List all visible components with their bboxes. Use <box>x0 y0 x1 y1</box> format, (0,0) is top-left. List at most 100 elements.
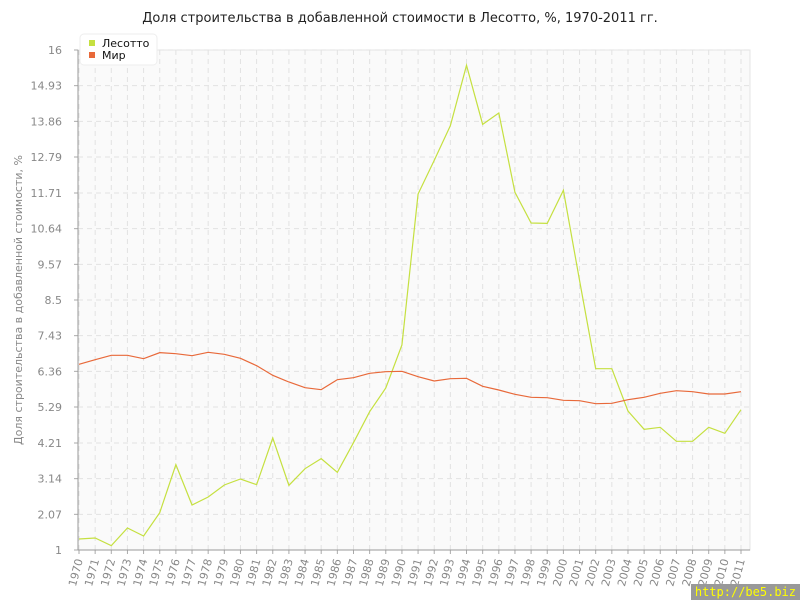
data-point <box>578 279 581 282</box>
data-point <box>546 222 549 225</box>
data-point <box>78 363 81 366</box>
data-point <box>191 354 194 357</box>
data-point <box>497 389 500 392</box>
data-point <box>174 463 177 466</box>
data-point <box>287 381 290 384</box>
series-line-lesotho <box>78 63 742 547</box>
data-point <box>352 376 355 379</box>
data-point <box>126 354 129 357</box>
data-point <box>304 467 307 470</box>
y-tick-label: 12.79 <box>31 151 63 164</box>
data-point <box>626 398 629 401</box>
data-point <box>320 457 323 460</box>
legend-label-world: Мир <box>102 49 126 62</box>
data-point <box>400 344 403 347</box>
data-point <box>513 191 516 194</box>
data-point <box>513 393 516 396</box>
data-point <box>433 380 436 383</box>
y-tick-label: 2.07 <box>38 508 63 521</box>
data-point <box>626 410 629 413</box>
data-point <box>675 389 678 392</box>
data-point <box>691 440 694 443</box>
data-point <box>271 374 274 377</box>
data-point <box>723 432 726 435</box>
data-point <box>417 375 420 378</box>
data-point <box>449 124 452 127</box>
data-point <box>142 535 145 538</box>
data-point <box>78 538 81 541</box>
legend: Лесотто Мир <box>79 33 158 66</box>
watermark[interactable]: http://be5.biz <box>690 584 800 600</box>
data-point <box>449 377 452 380</box>
data-point <box>465 377 468 380</box>
data-point <box>433 159 436 162</box>
data-point <box>530 222 533 225</box>
data-point <box>94 358 97 361</box>
data-point <box>158 351 161 354</box>
data-point <box>336 471 339 474</box>
data-point <box>530 396 533 399</box>
data-point <box>643 396 646 399</box>
data-point <box>158 511 161 514</box>
data-point <box>594 402 597 405</box>
data-point <box>707 393 710 396</box>
data-point <box>546 396 549 399</box>
data-point <box>207 496 210 499</box>
data-point <box>110 354 113 357</box>
data-point <box>610 367 613 370</box>
data-point <box>675 440 678 443</box>
data-point <box>255 483 258 486</box>
y-tick-label: 11.71 <box>31 187 63 200</box>
series-line-world <box>78 351 742 405</box>
y-tick-label: 3.14 <box>38 473 63 486</box>
data-point <box>320 388 323 391</box>
chart-title: Доля строительства в добавленной стоимос… <box>142 11 658 26</box>
data-point <box>142 357 145 360</box>
data-point <box>562 399 565 402</box>
data-point <box>110 544 113 547</box>
data-point <box>643 428 646 431</box>
data-point <box>191 504 194 507</box>
data-point <box>239 357 242 360</box>
data-point <box>659 392 662 395</box>
data-point <box>223 353 226 356</box>
data-point <box>336 378 339 381</box>
data-point <box>126 527 129 530</box>
data-point <box>481 385 484 388</box>
y-tick-label: 14.93 <box>31 80 63 93</box>
data-point <box>417 193 420 196</box>
data-point <box>691 390 694 393</box>
legend-swatch-lesotho <box>89 40 95 46</box>
data-point <box>384 370 387 373</box>
data-point <box>352 441 355 444</box>
data-point <box>400 370 403 373</box>
y-tick-label: 1 <box>55 544 62 557</box>
y-tick-label: 10.64 <box>31 223 63 236</box>
data-point <box>223 484 226 487</box>
data-point <box>368 410 371 413</box>
y-tick-label: 4.21 <box>38 437 63 450</box>
data-point <box>562 189 565 192</box>
legend-swatch-world <box>89 52 95 58</box>
data-point <box>723 393 726 396</box>
data-point <box>707 426 710 429</box>
y-tick-label: 6.36 <box>38 365 63 378</box>
data-point <box>465 64 468 67</box>
data-point <box>174 352 177 355</box>
data-point <box>481 123 484 126</box>
data-point <box>287 484 290 487</box>
data-point <box>304 386 307 389</box>
data-point <box>94 537 97 540</box>
data-point <box>207 351 210 354</box>
y-tick-label: 16 <box>48 44 62 57</box>
data-point <box>594 367 597 370</box>
y-tick-label: 7.43 <box>38 330 63 343</box>
data-point <box>740 390 743 393</box>
legend-box <box>79 33 158 66</box>
legend-label-lesotho: Лесотто <box>102 37 150 50</box>
data-point <box>740 408 743 411</box>
data-point <box>610 402 613 405</box>
data-point <box>255 364 258 367</box>
data-point <box>659 426 662 429</box>
